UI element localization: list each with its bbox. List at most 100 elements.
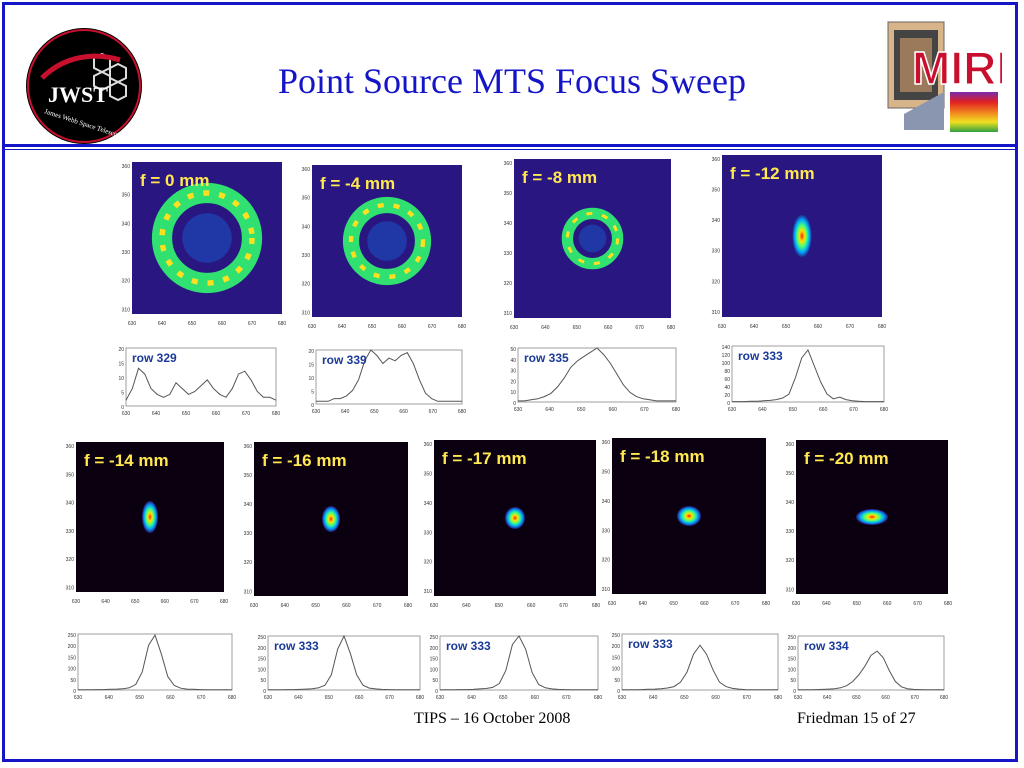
row-profile-panel: row 333 250 200 150 100 50 0 630 640 650 660 670 680 [606, 630, 784, 702]
x-tick-label: 680 [672, 407, 681, 413]
x-tick-label: 650 [135, 695, 144, 701]
y-tick-label: 0 [121, 405, 124, 411]
x-tick-label: 680 [458, 324, 466, 330]
y-tick-label: 320 [602, 558, 611, 564]
y-tick-label: 360 [302, 167, 311, 173]
y-tick-label: 20 [724, 393, 730, 399]
profile-plot-area [731, 345, 885, 403]
profile-line [78, 633, 232, 691]
x-tick-label: 680 [220, 599, 228, 605]
y-tick-label: 360 [66, 444, 75, 450]
profile-plot-area [621, 633, 779, 691]
y-tick-label: 310 [712, 310, 721, 316]
y-tick-label: 15 [118, 362, 124, 368]
y-tick-label: 330 [302, 253, 311, 259]
y-tick-label: 200 [788, 646, 797, 652]
x-tick-label: 630 [72, 599, 81, 605]
x-tick-label: 630 [514, 407, 523, 413]
y-tick-label: 320 [504, 281, 513, 287]
y-tick-label: 150 [612, 655, 621, 661]
focus-label: f = -17 mm [442, 449, 527, 468]
x-tick-label: 630 [718, 324, 727, 330]
footer-left: TIPS – 16 October 2008 [414, 710, 571, 727]
x-tick-label: 630 [74, 695, 83, 701]
x-tick-label: 660 [161, 599, 170, 605]
y-tick-label: 120 [722, 353, 731, 359]
row-label: row 329 [132, 351, 177, 365]
x-tick-label: 670 [373, 603, 382, 609]
focus-image-panel: f = -18 mm 630 640 650 660 670 680 360 350 340 330… [598, 436, 770, 608]
x-tick-label: 660 [399, 409, 408, 415]
x-tick-label: 670 [248, 321, 257, 327]
y-tick-label: 50 [790, 678, 796, 684]
x-tick-label: 650 [853, 601, 862, 607]
y-tick-label: 200 [68, 644, 77, 650]
x-tick-label: 670 [731, 601, 740, 607]
focus-label: f = -18 mm [620, 447, 705, 466]
x-tick-label: 640 [545, 407, 554, 413]
y-tick-label: 350 [786, 471, 795, 477]
x-tick-label: 640 [281, 603, 290, 609]
focus-label: f = -4 mm [320, 174, 395, 193]
focus-image-panel: f = -8 mm 630 640 650 660 670 680 360 350 340 330 3… [500, 157, 675, 332]
row-profile-panel: row 339 20 15 10 5 0 630 640 650 660 670 680 [300, 346, 468, 416]
focus-label: f = -12 mm [730, 164, 815, 183]
profile-plot-area [517, 347, 677, 403]
profile-plot-area [267, 635, 421, 691]
profile-plot-area [797, 635, 945, 691]
y-tick-label: 310 [122, 307, 131, 313]
y-tick-label: 350 [122, 193, 131, 199]
y-tick-label: 330 [66, 529, 75, 535]
x-tick-label: 670 [911, 695, 920, 701]
row-profile-panel: row 334 250 200 150 100 50 0 630 640 650 660 670 680 [782, 632, 950, 702]
y-tick-label: 340 [504, 221, 513, 227]
profile-line [798, 650, 944, 691]
y-tick-label: 350 [504, 191, 513, 197]
profile-line [125, 367, 277, 401]
y-tick-label: 310 [244, 589, 253, 595]
y-tick-label: 40 [510, 358, 516, 364]
x-tick-label: 640 [649, 695, 658, 701]
y-tick-label: 320 [244, 560, 253, 566]
x-tick-label: 680 [278, 321, 286, 327]
focus-image-panel: f = -20 mm 630 640 650 660 670 680 360 350 340 330… [782, 438, 952, 608]
y-tick-label: 360 [602, 440, 611, 446]
y-tick-label: 330 [504, 251, 513, 257]
miri-logo: MIRI [884, 18, 1010, 136]
x-tick-label: 680 [404, 603, 412, 609]
y-tick-label: 0 [311, 403, 314, 409]
beam-ring-hotspots [159, 190, 255, 286]
header-divider [2, 144, 1018, 147]
y-tick-label: 340 [302, 224, 311, 230]
x-tick-label: 660 [819, 407, 828, 413]
y-tick-label: 0 [513, 401, 516, 407]
row-profile-panel: 250 200 150 100 50 0 630 640 650 660 670 680 [62, 630, 238, 702]
focus-image-panel: f = 0 mm 630 640 650 660 670 680 360 350 340 330 32… [118, 160, 286, 328]
x-tick-label: 630 [618, 695, 627, 701]
x-tick-label: 660 [531, 695, 540, 701]
y-tick-label: 20 [510, 379, 516, 385]
y-tick-label: 330 [122, 250, 131, 256]
x-tick-label: 670 [743, 695, 752, 701]
x-tick-label: 640 [152, 411, 161, 417]
profile-plot-area [77, 633, 233, 691]
slide-title: Point Source MTS Focus Sweep [278, 61, 746, 101]
row-label: row 333 [738, 349, 783, 363]
x-tick-label: 640 [105, 695, 114, 701]
x-tick-label: 670 [385, 695, 394, 701]
y-tick-label: 15 [308, 363, 314, 369]
y-tick-label: 310 [66, 586, 75, 592]
y-tick-label: 0 [263, 689, 266, 695]
y-tick-label: 100 [722, 361, 731, 367]
y-tick-label: 5 [311, 390, 314, 396]
x-tick-label: 650 [182, 411, 191, 417]
y-tick-label: 340 [712, 218, 721, 224]
profile-line [732, 349, 884, 403]
x-tick-label: 650 [188, 321, 197, 327]
y-tick-label: 350 [244, 473, 253, 479]
x-tick-label: 640 [101, 599, 110, 605]
header-divider-thin [2, 149, 1018, 150]
profile-line [268, 634, 420, 691]
y-tick-label: 60 [724, 377, 730, 383]
y-tick-label: 310 [786, 587, 795, 593]
